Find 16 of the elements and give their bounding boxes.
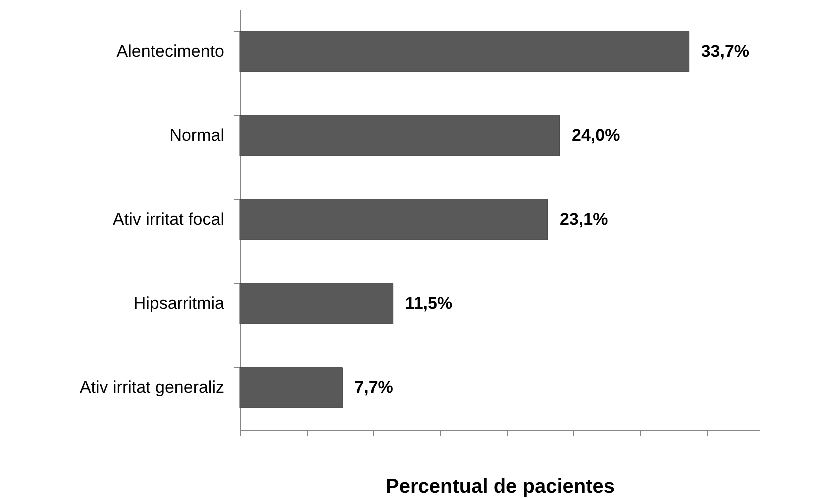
bar — [240, 284, 394, 324]
data-label: 24,0% — [572, 126, 620, 145]
bar — [240, 116, 560, 156]
y-tick-label: Ativ irritat focal — [113, 210, 224, 229]
bar — [240, 32, 690, 72]
y-tick-label: Ativ irritat generaliz — [80, 378, 224, 397]
data-label: 23,1% — [560, 210, 608, 229]
x-axis-title: Percentual de pacientes — [386, 476, 615, 498]
data-label: 33,7% — [701, 42, 750, 61]
bar — [240, 368, 343, 408]
y-tick-label: Hipsarritmia — [134, 294, 226, 313]
data-label: 11,5% — [405, 294, 453, 313]
data-label: 7,7% — [354, 378, 394, 397]
y-tick-label: Alentecimento — [116, 42, 224, 61]
bar — [240, 200, 548, 240]
y-tick-label: Normal — [170, 126, 224, 145]
